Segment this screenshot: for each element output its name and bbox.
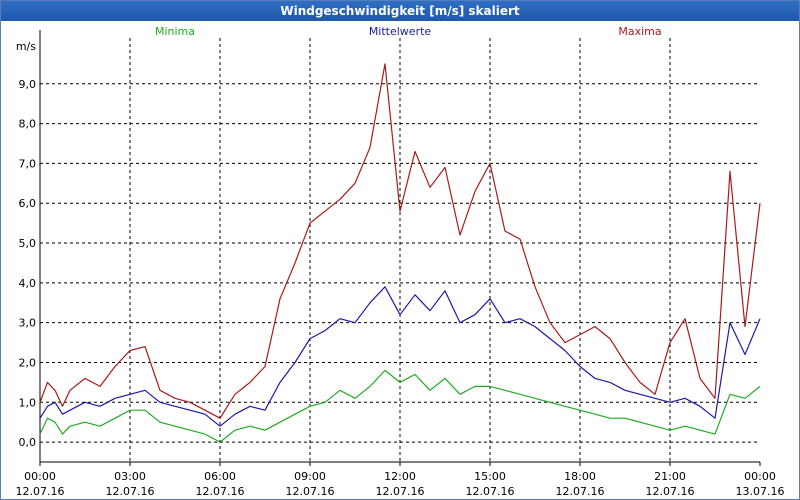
x-tick-time: 06:00	[204, 470, 236, 483]
y-tick-label: 1,0	[19, 396, 37, 409]
x-tick-date: 12.07.16	[556, 485, 605, 498]
x-tick-date: 12.07.16	[106, 485, 155, 498]
y-tick-label: 7,0	[19, 157, 37, 170]
legend-entry-maxima: Maxima	[618, 25, 661, 38]
axes	[39, 30, 761, 466]
y-tick-label: 4,0	[19, 277, 37, 290]
x-tick-date: 12.07.16	[466, 485, 515, 498]
y-tick-label: 9,0	[19, 78, 37, 91]
x-tick-time: 15:00	[474, 470, 506, 483]
x-tick-date: 12.07.16	[196, 485, 245, 498]
y-tick-label: 2,0	[19, 356, 37, 369]
y-tick-label: 0,0	[19, 436, 37, 449]
legend: Minima Mittelwerte Maxima	[155, 25, 662, 38]
x-tick-time: 00:00	[744, 470, 776, 483]
x-tick-time: 21:00	[654, 470, 686, 483]
x-tick-date: 12.07.16	[286, 485, 335, 498]
x-tick-date: 13.07.16	[736, 485, 785, 498]
grid-lines	[40, 38, 760, 462]
x-tick-date: 12.07.16	[646, 485, 695, 498]
y-tick-label: 3,0	[19, 317, 37, 330]
series-line-minima	[39, 369, 761, 443]
x-tick-date: 12.07.16	[376, 485, 425, 498]
y-axis-unit: m/s	[16, 40, 36, 53]
y-tick-label: 5,0	[19, 237, 37, 250]
x-tick-time: 09:00	[294, 470, 326, 483]
y-tick-label: 6,0	[19, 197, 37, 210]
chart-title: Windgeschwindigkeit [m/s] skaliert	[1, 1, 799, 21]
x-tick-time: 03:00	[114, 470, 146, 483]
legend-entry-minima: Minima	[155, 25, 195, 38]
legend-entry-mittelwerte: Mittelwerte	[369, 25, 432, 38]
x-tick-time: 00:00	[24, 470, 56, 483]
axis-labels: 0,0 1,0 2,0 3,0 4,0 5,0 6,0 7,0 8,0 9,0 00:00 12.07…	[16, 40, 785, 498]
y-tick-label: 8,0	[19, 118, 37, 131]
x-tick-date: 12.07.16	[16, 485, 65, 498]
x-tick-time: 18:00	[564, 470, 596, 483]
series-layer	[39, 63, 761, 443]
x-tick-time: 12:00	[384, 470, 416, 483]
series-line-maxima	[39, 63, 761, 419]
series-line-mittelwerte	[39, 286, 761, 427]
